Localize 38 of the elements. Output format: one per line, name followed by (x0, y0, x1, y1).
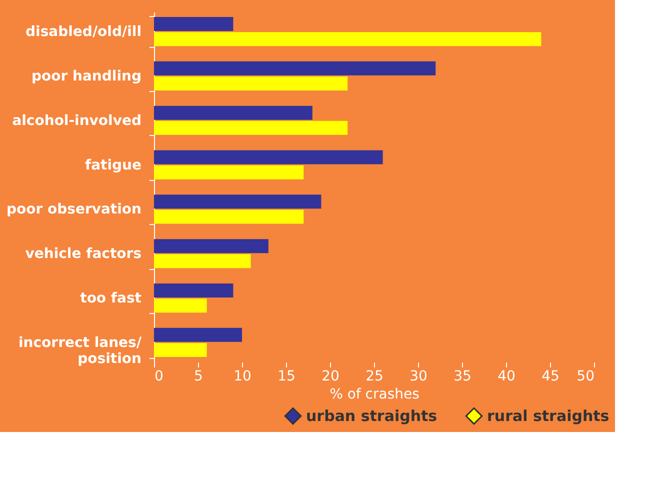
y-tick-label: poor observation (6, 202, 142, 218)
bar (154, 328, 242, 342)
bar (154, 106, 312, 120)
bar (154, 16, 234, 31)
x-tick-label: 30 (410, 368, 428, 384)
bar (154, 298, 207, 313)
x-tick-label: 0 (154, 368, 164, 384)
bar (154, 283, 234, 298)
x-tick-label: 15 (278, 368, 296, 384)
x-tick-label: 40 (498, 368, 516, 384)
legend-label: rural straights (487, 407, 610, 426)
y-tick-label: too fast (80, 290, 142, 307)
x-axis-title: % of crashes (330, 386, 420, 402)
x-tick-label: 50 (576, 368, 594, 384)
x-tick-label: 10 (234, 368, 252, 384)
y-tick-label: vehicle factors (25, 246, 142, 262)
bar (154, 120, 348, 135)
y-tick-label: incorrect lanes/ position (18, 334, 142, 367)
x-tick-label: 35 (454, 368, 472, 384)
bar (154, 61, 436, 76)
x-tick-label: 45 (542, 368, 560, 384)
x-tick-label: 5 (194, 368, 203, 384)
bar (154, 210, 304, 224)
bar (154, 32, 542, 46)
x-tick-label: 20 (322, 368, 340, 384)
bar (154, 165, 304, 180)
legend-label: urban straights (306, 407, 438, 426)
y-tick-label: alcohol-involved (12, 112, 142, 129)
y-tick-label: poor handling (31, 68, 142, 84)
bar (154, 239, 268, 254)
y-tick-label: fatigue (84, 157, 142, 174)
bar (154, 150, 383, 164)
bar (154, 343, 207, 358)
x-tick-label: 25 (366, 368, 384, 384)
bar (154, 194, 322, 209)
y-tick-label: disabled/old/ill (26, 24, 142, 40)
bar (154, 254, 251, 268)
bar (154, 76, 348, 91)
